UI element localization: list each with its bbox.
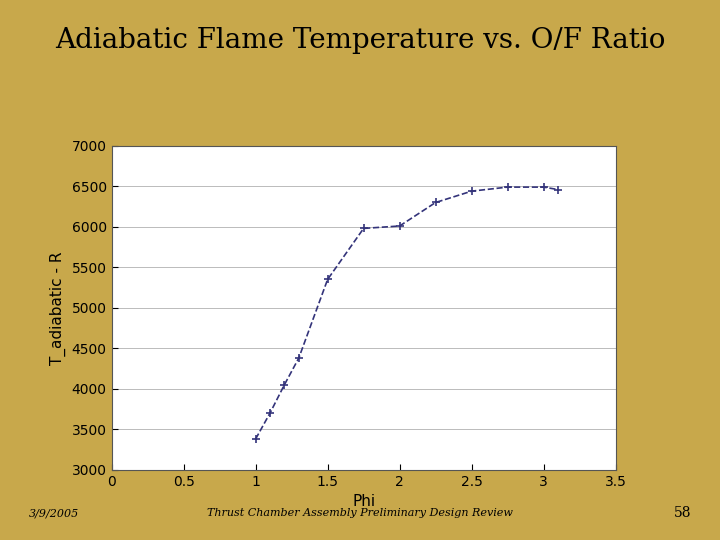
Text: 58: 58 (674, 506, 691, 520)
Y-axis label: T_adiabatic - R: T_adiabatic - R (50, 251, 66, 364)
Text: Adiabatic Flame Temperature vs. O/F Ratio: Adiabatic Flame Temperature vs. O/F Rati… (55, 27, 665, 54)
Text: Thrust Chamber Assembly Preliminary Design Review: Thrust Chamber Assembly Preliminary Desi… (207, 508, 513, 518)
Text: 3/9/2005: 3/9/2005 (29, 508, 79, 518)
X-axis label: Phi: Phi (352, 494, 375, 509)
